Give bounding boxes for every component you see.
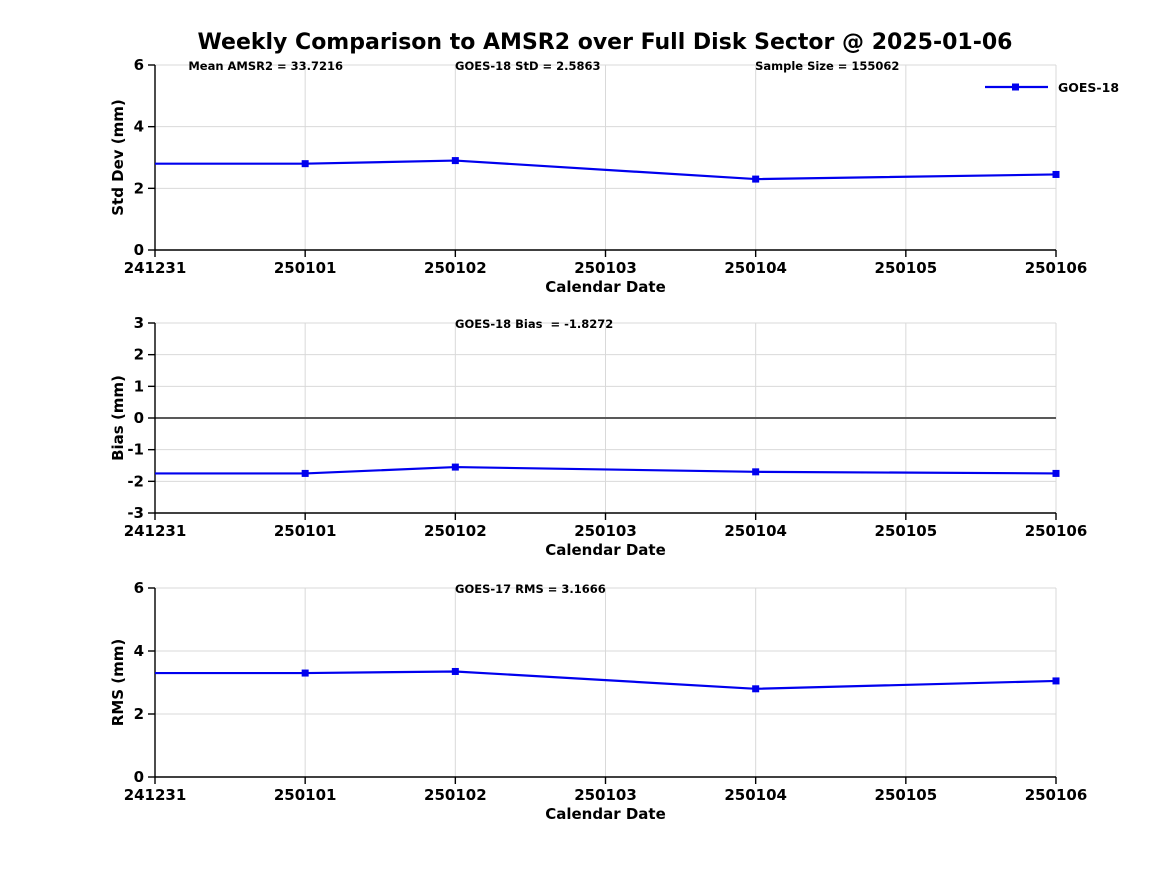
data-point-marker bbox=[1052, 170, 1060, 178]
y-axis-title: Std Dev (mm) bbox=[109, 99, 127, 216]
x-tick-label: 250104 bbox=[724, 259, 787, 277]
grid-rms bbox=[155, 587, 1057, 777]
data-point-marker bbox=[301, 469, 309, 477]
y-tick-label: 2 bbox=[134, 346, 144, 364]
legend: GOES-18 bbox=[985, 80, 1119, 95]
data-point-marker bbox=[301, 160, 309, 168]
x-tick-label: 250101 bbox=[274, 786, 337, 804]
subplot-rms: 241231 250101 250102 250103 250104 250105 2501… bbox=[109, 579, 1087, 823]
x-tick-label: 241231 bbox=[124, 259, 187, 277]
x-tick-label: 250101 bbox=[274, 259, 337, 277]
labels-std-dev: 241231 250101 250102 250103 250104 250105 2501… bbox=[109, 56, 1087, 296]
y-tick-label: -3 bbox=[127, 504, 144, 522]
data-point-marker bbox=[752, 685, 760, 693]
axes-std-dev bbox=[148, 64, 1057, 257]
y-tick-label: 6 bbox=[134, 579, 144, 597]
x-axis-title: Calendar Date bbox=[545, 805, 666, 823]
data-point-marker bbox=[752, 468, 760, 476]
x-tick-label: 241231 bbox=[124, 522, 187, 540]
annotation-text: Sample Size = 155062 bbox=[755, 59, 899, 73]
x-tick-label: 250105 bbox=[875, 522, 938, 540]
data-point-marker bbox=[451, 157, 459, 165]
data-point-marker bbox=[1052, 677, 1060, 685]
x-axis-title: Calendar Date bbox=[545, 278, 666, 296]
y-tick-label: 0 bbox=[134, 241, 144, 259]
x-tick-label: 250103 bbox=[574, 786, 637, 804]
subplot-bias: 241231 250101 250102 250103 250104 250105 2501… bbox=[109, 314, 1087, 559]
y-tick-label: 4 bbox=[134, 642, 144, 660]
x-tick-label: 250105 bbox=[875, 259, 938, 277]
x-tick-label: 250106 bbox=[1025, 259, 1088, 277]
data-point-marker bbox=[752, 175, 760, 183]
x-tick-label: 250102 bbox=[424, 522, 487, 540]
x-tick-label: 250103 bbox=[574, 522, 637, 540]
x-tick-label: 241231 bbox=[124, 786, 187, 804]
x-tick-label: 250104 bbox=[724, 786, 787, 804]
x-tick-label: 250103 bbox=[574, 259, 637, 277]
x-tick-label: 250106 bbox=[1025, 522, 1088, 540]
x-tick-label: 250101 bbox=[274, 522, 337, 540]
axes-bias bbox=[148, 322, 1057, 520]
y-axis-title: RMS (mm) bbox=[109, 639, 127, 726]
y-tick-label: 6 bbox=[134, 56, 144, 74]
labels-bias: 241231 250101 250102 250103 250104 250105 2501… bbox=[109, 314, 1087, 559]
annotation-text: Mean AMSR2 = 33.7216 bbox=[188, 59, 343, 73]
x-tick-label: 250104 bbox=[724, 522, 787, 540]
y-tick-label: -1 bbox=[127, 441, 144, 459]
annotation-text: GOES-18 Bias = -1.8272 bbox=[455, 317, 613, 331]
y-tick-label: 2 bbox=[134, 705, 144, 723]
y-tick-label: 0 bbox=[134, 409, 144, 427]
y-axis-title: Bias (mm) bbox=[109, 375, 127, 461]
data-point-marker bbox=[451, 667, 459, 675]
x-tick-label: 250105 bbox=[875, 786, 938, 804]
data-point-marker bbox=[301, 669, 309, 677]
y-tick-label: 1 bbox=[134, 377, 144, 395]
y-tick-label: 4 bbox=[134, 118, 144, 136]
x-tick-label: 250106 bbox=[1025, 786, 1088, 804]
subplot-std-dev: 241231 250101 250102 250103 250104 250105 2501… bbox=[109, 56, 1119, 296]
x-axis-title: Calendar Date bbox=[545, 541, 666, 559]
x-tick-label: 250102 bbox=[424, 259, 487, 277]
annotation-text: GOES-17 RMS = 3.1666 bbox=[455, 582, 606, 596]
x-tick-label: 250102 bbox=[424, 786, 487, 804]
labels-rms: 241231 250101 250102 250103 250104 250105 2501… bbox=[109, 579, 1087, 823]
grid-std-dev bbox=[155, 64, 1057, 250]
y-tick-label: 3 bbox=[134, 314, 144, 332]
chart-title: Weekly Comparison to AMSR2 over Full Dis… bbox=[197, 30, 1013, 55]
annotation-text: GOES-18 StD = 2.5863 bbox=[455, 59, 600, 73]
data-point-marker bbox=[451, 463, 459, 471]
data-point-marker bbox=[1052, 469, 1060, 477]
y-tick-label: -2 bbox=[127, 472, 144, 490]
y-tick-label: 0 bbox=[134, 768, 144, 786]
y-tick-label: 2 bbox=[134, 179, 144, 197]
axes-rms bbox=[148, 587, 1057, 784]
legend-marker-sample bbox=[1012, 83, 1019, 91]
legend-label: GOES-18 bbox=[1058, 80, 1119, 95]
